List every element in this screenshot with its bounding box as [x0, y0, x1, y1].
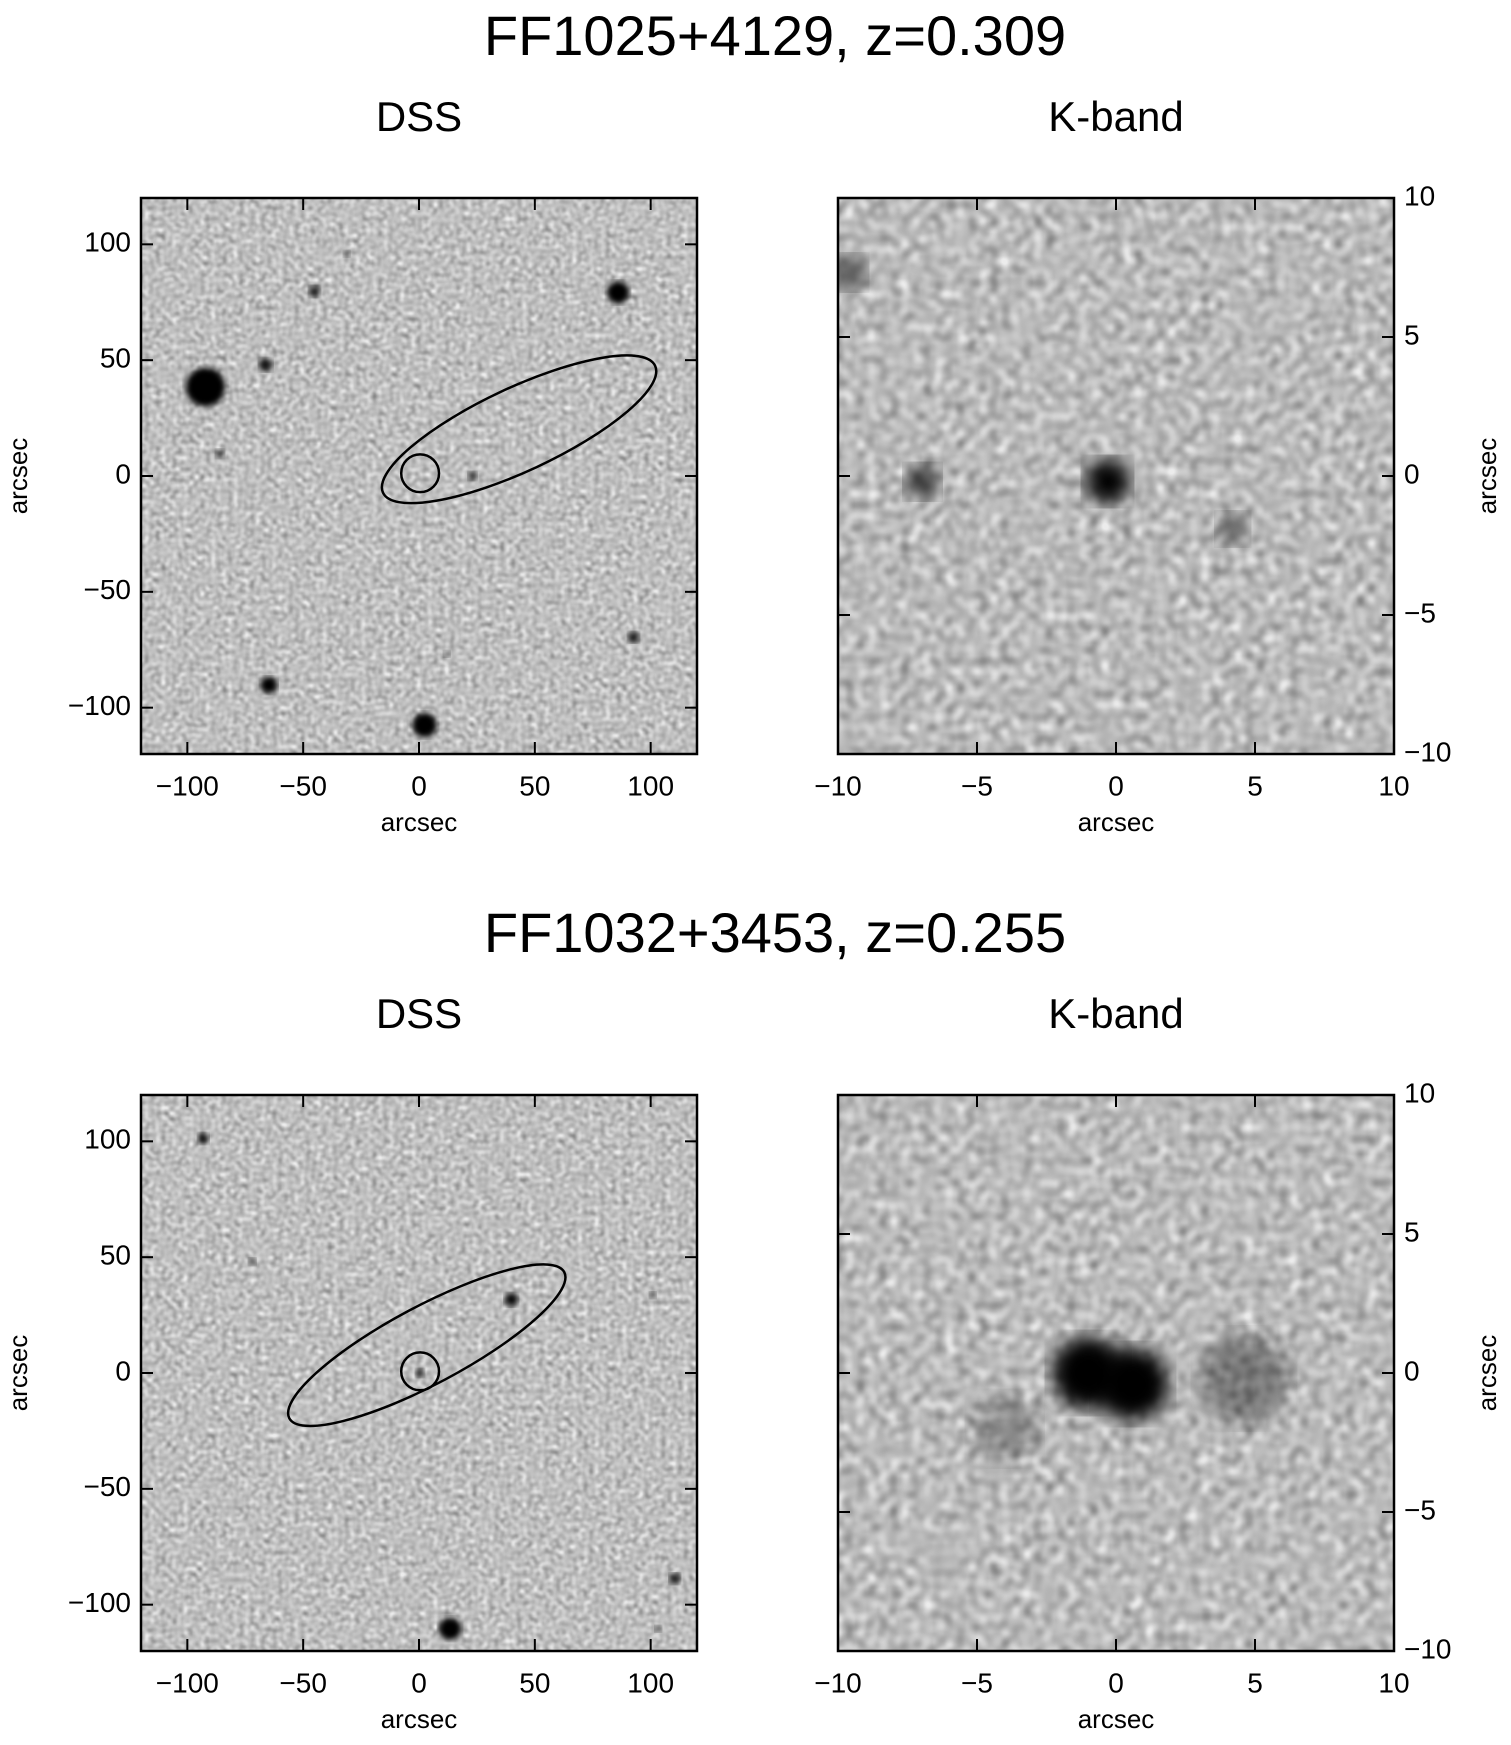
image [838, 198, 1394, 754]
x-tick-label: 0 [411, 770, 427, 801]
source [412, 712, 437, 738]
panel-subtitle: DSS [376, 93, 462, 140]
x-tick-label: 0 [411, 1667, 427, 1698]
x-tick-label: −10 [814, 1667, 862, 1698]
source [654, 1625, 662, 1633]
source [606, 281, 630, 304]
position-circle [399, 1351, 441, 1392]
y-tick-label: −50 [84, 1471, 132, 1502]
image-noise [141, 198, 697, 754]
y-tick-label: 10 [1404, 180, 1435, 211]
y-axis-label: arcsec [3, 438, 33, 515]
y-tick-label: −5 [1404, 1494, 1436, 1525]
x-tick-label: −50 [279, 770, 327, 801]
y-tick-label: 5 [1404, 319, 1420, 350]
source [258, 358, 273, 372]
x-tick-label: −50 [279, 1667, 327, 1698]
y-tick-label: −5 [1404, 597, 1436, 628]
x-tick-label: 10 [1378, 1667, 1409, 1698]
y-tick-label: 100 [84, 227, 131, 258]
figure-title: FF1032+3453, z=0.255 [484, 901, 1066, 964]
x-tick-label: −10 [814, 770, 862, 801]
y-tick-label: 0 [115, 458, 131, 489]
x-axis-label: arcsec [1078, 807, 1155, 837]
y-axis-label: arcsec [1472, 1335, 1502, 1412]
y-axis-label: arcsec [1472, 438, 1502, 515]
source [669, 1573, 681, 1585]
panel: −100 −50 0 50 100 −100 −50 0 50 100 arcsec arcsec DS… [3, 4, 1066, 837]
y-tick-label: 0 [1404, 458, 1420, 489]
x-tick-label: 50 [519, 1667, 550, 1698]
source [343, 250, 351, 257]
panel: −100 −50 0 50 100 −100 −50 0 50 100 arcsec arcsec DS… [3, 901, 1066, 1734]
source [1085, 459, 1130, 504]
panel-subtitle: K-band [1048, 990, 1183, 1037]
panel-subtitle: DSS [376, 990, 462, 1037]
image [141, 1095, 697, 1651]
x-tick-label: 5 [1247, 1667, 1263, 1698]
source [1199, 1334, 1289, 1424]
x-tick-label: 50 [519, 770, 550, 801]
x-tick-label: −100 [156, 1667, 219, 1698]
image [838, 1095, 1394, 1651]
source [439, 1617, 462, 1640]
source [308, 285, 321, 297]
source [467, 471, 477, 481]
x-tick-label: 0 [1108, 1667, 1124, 1698]
y-tick-label: 5 [1404, 1216, 1420, 1247]
source [186, 367, 225, 407]
x-tick-label: −5 [961, 770, 993, 801]
image [141, 198, 697, 754]
y-tick-label: −10 [1404, 1633, 1452, 1664]
x-tick-label: 0 [1108, 770, 1124, 801]
x-axis-label: arcsec [381, 1704, 458, 1734]
source [443, 650, 451, 658]
x-tick-label: 100 [627, 770, 674, 801]
y-tick-label: 50 [100, 1240, 131, 1271]
source [197, 1132, 209, 1144]
y-tick-label: −50 [84, 574, 132, 605]
source [415, 1368, 425, 1378]
source [905, 464, 940, 499]
x-tick-label: −100 [156, 770, 219, 801]
source [1096, 1347, 1169, 1421]
y-tick-label: 10 [1404, 1077, 1435, 1108]
source [260, 676, 278, 694]
y-tick-label: 0 [115, 1355, 131, 1386]
panel-subtitle: K-band [1048, 93, 1183, 140]
x-tick-label: −5 [961, 1667, 993, 1698]
source [1217, 513, 1249, 545]
source [504, 1292, 518, 1307]
y-tick-label: 50 [100, 343, 131, 374]
y-axis-label: arcsec [3, 1335, 33, 1412]
error-ellipse [286, 1263, 567, 1428]
x-tick-label: 10 [1378, 770, 1409, 801]
x-axis-label: arcsec [1078, 1704, 1155, 1734]
y-tick-label: −10 [1404, 736, 1452, 767]
x-tick-label: 5 [1247, 770, 1263, 801]
figure-title: FF1025+4129, z=0.309 [484, 4, 1066, 67]
position-circle [399, 453, 441, 494]
y-tick-label: −100 [68, 1587, 131, 1618]
x-axis-label: arcsec [381, 807, 458, 837]
source [248, 1257, 257, 1266]
x-tick-label: 100 [627, 1667, 674, 1698]
source [649, 1291, 656, 1299]
source [215, 449, 225, 459]
y-tick-label: 0 [1404, 1355, 1420, 1386]
source [628, 631, 640, 643]
source [838, 255, 866, 290]
source [971, 1395, 1039, 1462]
error-ellipse [380, 354, 658, 505]
y-tick-label: 100 [84, 1124, 131, 1155]
y-tick-label: −100 [68, 690, 131, 721]
